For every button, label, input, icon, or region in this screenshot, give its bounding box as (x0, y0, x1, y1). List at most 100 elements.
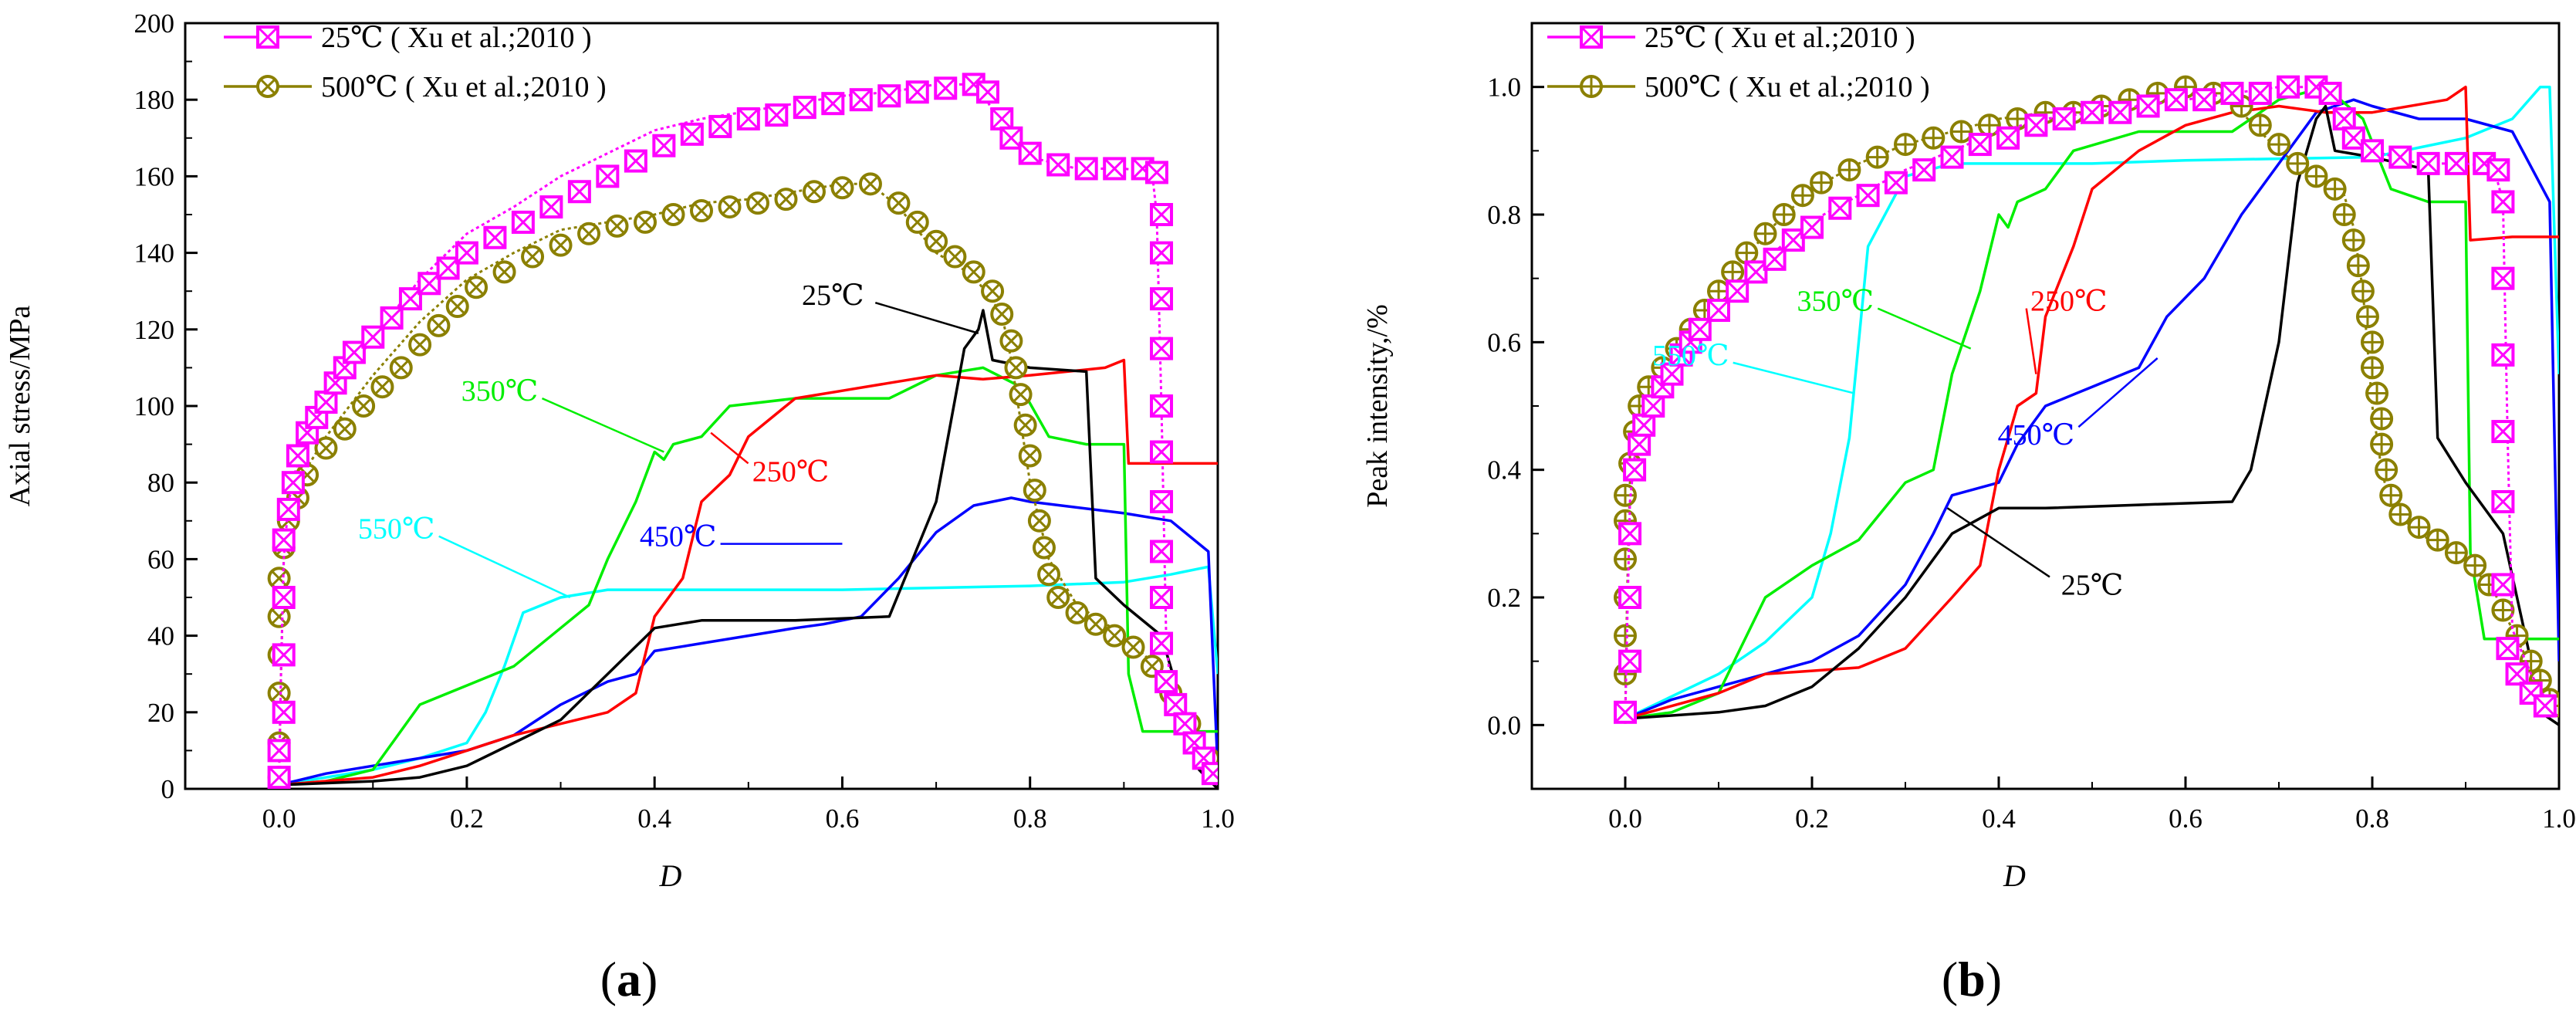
data-point (2491, 598, 2515, 622)
x-tick-label: 0.6 (826, 804, 860, 834)
y-tick-label: 40 (147, 621, 174, 651)
data-point (1121, 635, 1145, 659)
annotation-leader (1733, 361, 1854, 394)
data-point (2365, 381, 2389, 405)
data-point (2323, 177, 2347, 201)
data-point (2519, 682, 2543, 705)
data-point (370, 375, 394, 399)
data-point (765, 103, 789, 127)
data-point (272, 643, 296, 667)
legend-label: 25℃ ( Xu et al.;2010 ) (321, 22, 592, 54)
series-line (1624, 86, 2559, 719)
data-point (1618, 649, 1642, 673)
data-point (2416, 151, 2440, 175)
data-point (1150, 203, 1174, 226)
data-point (2370, 432, 2394, 456)
plot-area (267, 73, 1218, 789)
data-point (567, 180, 591, 204)
legend-label: 500℃ ( Xu et al.;2010 ) (1645, 71, 1930, 103)
series-7 (279, 565, 1218, 787)
data-point (1013, 413, 1037, 437)
annotation-leader (2025, 308, 2037, 374)
data-point (1150, 287, 1174, 311)
data-point (1018, 444, 1042, 468)
data-point (272, 586, 296, 609)
data-point (1023, 479, 1046, 502)
y-tick-label: 100 (134, 391, 175, 421)
data-point (2496, 637, 2520, 661)
data-point (2491, 190, 2515, 214)
data-point (267, 567, 291, 590)
data-point (389, 356, 413, 380)
data-point (1144, 161, 1168, 184)
data-point (999, 126, 1023, 150)
series-2 (267, 172, 1218, 789)
data-point (2024, 113, 2048, 137)
y-tick-label: 140 (134, 239, 175, 269)
annotation-label: 550℃ (358, 513, 435, 546)
y-tick-label: 200 (134, 8, 175, 39)
data-point (1618, 586, 1642, 609)
data-point (925, 229, 948, 253)
y-axis: 0.0 0.2 0.4 0.6 0.8 1.0 (1487, 73, 1544, 740)
annotation-label: 550℃ (1652, 340, 1729, 372)
data-point (802, 180, 826, 204)
data-point (2248, 81, 2272, 105)
data-point (549, 233, 573, 257)
data-point (2192, 88, 2216, 112)
series-4 (279, 358, 1218, 787)
data-point (624, 149, 647, 173)
data-point (1884, 171, 1908, 195)
data-point (1894, 133, 1917, 157)
data-point (2491, 573, 2515, 597)
data-point (2379, 483, 2403, 507)
data-point (2426, 528, 2449, 552)
data-point (521, 245, 545, 269)
data-point (1614, 700, 1637, 724)
data-point (2318, 81, 2342, 105)
data-point (1865, 145, 1889, 169)
data-point (981, 279, 1005, 303)
data-point (1201, 762, 1218, 786)
legend-marker (256, 25, 279, 49)
data-point (2533, 694, 2557, 718)
data-point (1800, 215, 1824, 239)
data-point (1744, 260, 1768, 284)
series-5 (1624, 85, 2559, 720)
data-point (1150, 440, 1174, 464)
data-point (1772, 203, 1796, 226)
data-point (1004, 356, 1028, 380)
annotation-label: 250℃ (2030, 286, 2108, 318)
data-point (1623, 458, 1647, 482)
data-point (352, 394, 376, 418)
data-point (2491, 420, 2515, 444)
x-tick-label: 0.2 (450, 804, 484, 834)
data-point (2332, 203, 2356, 226)
data-point (1753, 222, 1777, 245)
legend-label: 500℃ ( Xu et al.;2010 ) (321, 71, 607, 103)
data-point (1735, 241, 1759, 265)
data-point (492, 260, 516, 284)
data-point (465, 276, 488, 299)
x-tick-label: 0.8 (1013, 804, 1047, 834)
annotation-label: 25℃ (2061, 569, 2124, 601)
data-point (1940, 145, 1964, 169)
series-5 (279, 366, 1218, 787)
y-axis-title: Peak intensity,/% (1361, 304, 1394, 508)
data-point (1856, 184, 1880, 208)
y-tick-label: 0.2 (1487, 583, 1521, 613)
data-point (272, 528, 296, 552)
data-point (2164, 88, 2188, 112)
data-point (1968, 133, 1992, 157)
data-point (1009, 383, 1033, 407)
data-point (1173, 712, 1197, 736)
data-point (990, 107, 1014, 130)
data-point (2444, 541, 2468, 565)
plot-area (1614, 75, 2559, 726)
data-point (1164, 692, 1188, 716)
data-point (596, 164, 620, 188)
data-point (2277, 75, 2300, 99)
data-point (1103, 157, 1127, 181)
data-point (1726, 279, 1749, 303)
